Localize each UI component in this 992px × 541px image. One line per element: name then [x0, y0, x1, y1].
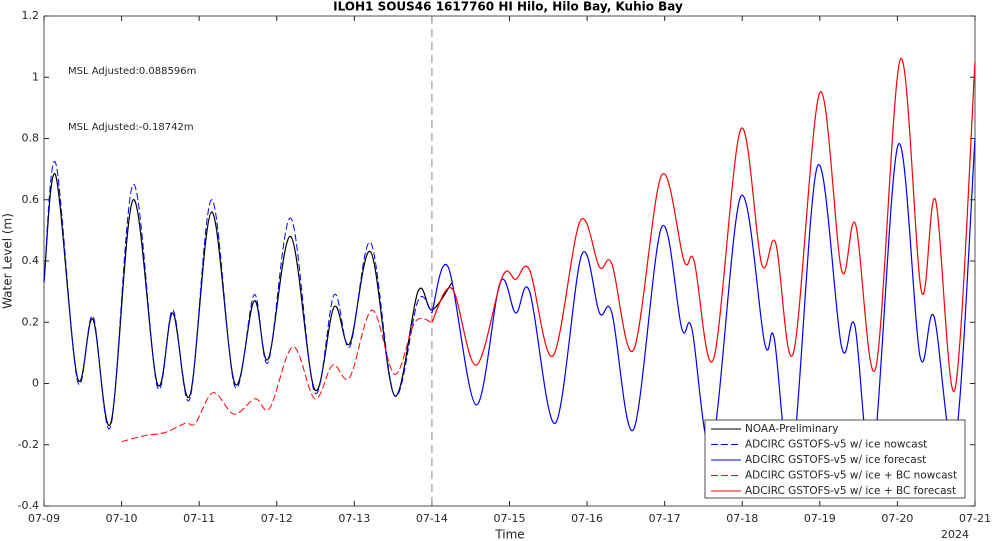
y-tick-label: 1.2: [22, 9, 40, 22]
x-axis-note: 2024: [941, 528, 969, 541]
x-tick-label: 07-14: [416, 512, 448, 525]
x-axis-label: Time: [494, 528, 524, 541]
y-tick-label: 0.2: [22, 315, 40, 328]
annotation: MSL Adjusted:0.088596m: [68, 66, 196, 77]
y-tick-label: 0.4: [22, 254, 40, 267]
y-tick-label: -0.2: [18, 438, 39, 451]
legend-label: ADCIRC GSTOFS-v5 w/ ice + BC forecast: [745, 485, 956, 497]
x-tick-label: 07-09: [28, 512, 60, 525]
x-tick-label: 07-13: [338, 512, 370, 525]
annotation: MSL Adjusted:-0.18742m: [68, 122, 194, 133]
series-line: [121, 309, 433, 443]
y-tick-label: 0.6: [22, 193, 40, 206]
legend-box: [704, 419, 966, 499]
y-axis-label: Water Level (m): [1, 213, 15, 309]
legend-label: ADCIRC GSTOFS-v5 w/ ice forecast: [745, 454, 926, 466]
x-tick-label: 07-18: [726, 512, 758, 525]
x-tick-label: 07-16: [571, 512, 603, 525]
chart-title: ILOH1 SOUS46 1617760 HI Hilo, Hilo Bay, …: [333, 0, 683, 14]
legend-label: ADCIRC GSTOFS-v5 w/ ice nowcast: [745, 439, 927, 451]
series-line: [431, 138, 976, 465]
x-tick-label: 07-12: [261, 512, 293, 525]
x-tick-label: 07-17: [649, 512, 681, 525]
y-tick-label: -0.4: [18, 499, 39, 512]
x-tick-label: 07-11: [183, 512, 215, 525]
x-tick-label: 07-10: [106, 512, 138, 525]
x-tick-label: 07-15: [494, 512, 526, 525]
y-tick-label: 1: [32, 70, 39, 83]
y-tick-label: 0.8: [22, 132, 40, 145]
x-tick-label: 07-21: [959, 512, 991, 525]
legend-label: NOAA-Preliminary: [745, 423, 838, 435]
y-tick-label: 0: [32, 377, 39, 390]
series-line: [431, 58, 976, 393]
x-tick-label: 07-19: [804, 512, 836, 525]
legend-label: ADCIRC GSTOFS-v5 w/ ice + BC nowcast: [745, 470, 957, 482]
x-tick-label: 07-20: [881, 512, 913, 525]
series-line: [43, 160, 433, 430]
